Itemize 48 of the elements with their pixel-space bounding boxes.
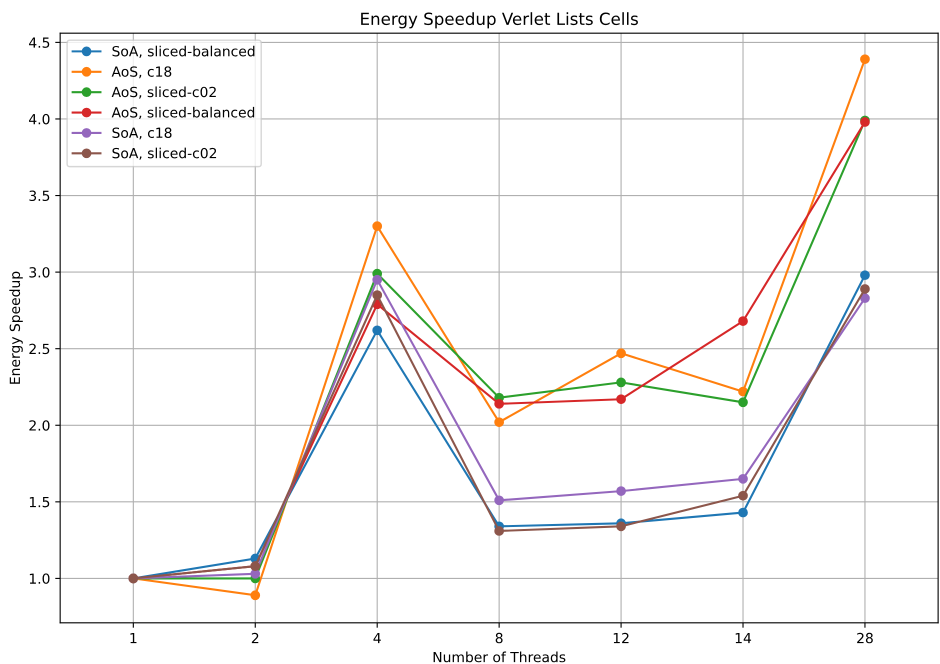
point: [860, 293, 870, 304]
point: [738, 397, 748, 408]
point: [616, 486, 626, 496]
point: [860, 284, 870, 294]
point: [372, 274, 382, 285]
point: [372, 290, 382, 300]
point: [372, 325, 382, 336]
x-tick-label: 8: [496, 632, 503, 644]
legend-label: AoS, sliced-balanced: [112, 106, 254, 120]
point: [250, 590, 260, 600]
legend-label: SoA, sliced-balanced: [112, 46, 254, 58]
y-tick-label: 1.5: [30, 496, 50, 508]
point: [250, 568, 260, 579]
point: [372, 221, 382, 232]
y-tick-label: 3.5: [29, 190, 50, 202]
point: [494, 526, 504, 536]
point: [494, 417, 504, 428]
y-tick-label: 1.0: [30, 573, 50, 584]
point: [494, 495, 504, 506]
x-tick-label: 14: [736, 632, 752, 644]
y-axis-title: Energy Speedup: [9, 272, 23, 384]
y-tick-label: 4.5: [29, 38, 50, 48]
point: [860, 270, 870, 280]
point: [738, 474, 748, 484]
point: [738, 316, 748, 326]
point: [860, 54, 870, 64]
x-tick-label: 12: [614, 632, 629, 644]
point: [616, 348, 626, 358]
x-axis-title: Number of Threads: [434, 652, 566, 662]
legend-label: AoS, sliced-c02: [112, 86, 216, 99]
legend-label: SoA, sliced-c02: [112, 148, 216, 160]
chart-title: Energy Speedup Verlet Lists Cells: [361, 12, 638, 28]
point: [616, 378, 626, 388]
legend-label: AoS, c18: [112, 66, 172, 78]
point: [616, 394, 626, 404]
y-tick-label: 2.0: [29, 420, 50, 431]
x-tick-label: 4: [373, 632, 381, 644]
point: [616, 521, 626, 532]
y-tick-label: 4.0: [29, 114, 50, 124]
x-tick-label: 1: [130, 632, 136, 644]
x-tick-label: 28: [857, 632, 873, 644]
point: [494, 398, 504, 409]
y-tick-label: 2.5: [29, 344, 50, 354]
point: [738, 490, 748, 501]
legend-label: SoA, c18: [112, 127, 172, 140]
y-tick-label: 3.0: [29, 267, 50, 278]
point: [738, 508, 748, 518]
x-tick-label: 2: [252, 632, 258, 644]
